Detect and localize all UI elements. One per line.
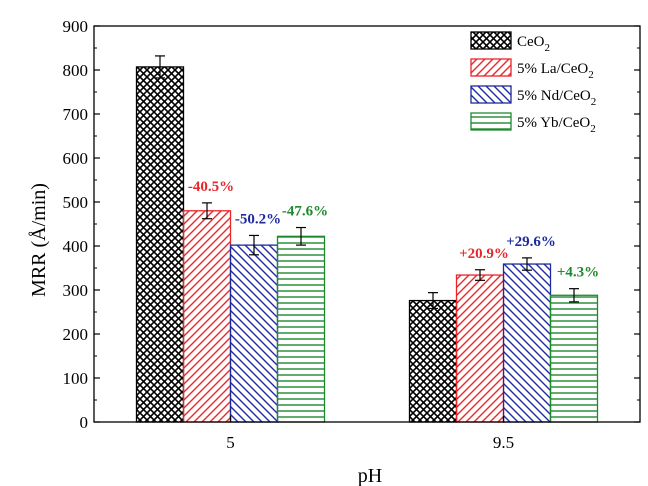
y-tick-label: 800: [63, 61, 89, 80]
bar: [408, 299, 458, 423]
data-annotation: +29.6%: [506, 234, 556, 250]
legend-swatch: [470, 85, 512, 104]
legend-swatch: [470, 31, 512, 50]
bar: [182, 210, 232, 423]
y-tick-label: 600: [63, 149, 89, 168]
y-tick-label: 900: [63, 17, 89, 36]
data-annotation: -50.2%: [235, 211, 281, 227]
legend-label: 5% Yb/CeO2: [517, 115, 596, 135]
data-annotation: +4.3%: [557, 265, 599, 281]
x-axis-title: pH: [358, 465, 382, 486]
y-tick-label: 100: [63, 369, 89, 388]
legend-label: CeO2: [517, 34, 550, 54]
legend-swatch: [470, 58, 512, 77]
bar: [135, 66, 185, 423]
bar: [549, 294, 599, 423]
legend-label: 5% Nd/CeO2: [517, 88, 596, 108]
data-annotation: +20.9%: [459, 246, 509, 262]
bar: [502, 263, 552, 423]
x-tick-label: 5: [226, 433, 235, 452]
data-annotation: -40.5%: [188, 179, 234, 195]
y-axis-title: MRR (Å/min): [28, 183, 50, 297]
bar: [229, 244, 279, 423]
y-tick-label: 500: [63, 193, 89, 212]
y-tick-label: 300: [63, 281, 89, 300]
bar: [276, 235, 326, 423]
y-tick-label: 700: [63, 105, 89, 124]
y-tick-label: 0: [80, 413, 89, 432]
y-tick-label: 400: [63, 237, 89, 256]
bar: [455, 274, 505, 423]
y-tick-label: 200: [63, 325, 89, 344]
legend-label: 5% La/CeO2: [517, 61, 594, 81]
data-annotation: -47.6%: [282, 204, 328, 220]
legend: CeO2 5% La/CeO2 5% Nd/CeO2 5% Yb/CeO2: [470, 31, 596, 135]
legend-swatch: [470, 112, 512, 131]
x-tick-label: 9.5: [493, 433, 514, 452]
